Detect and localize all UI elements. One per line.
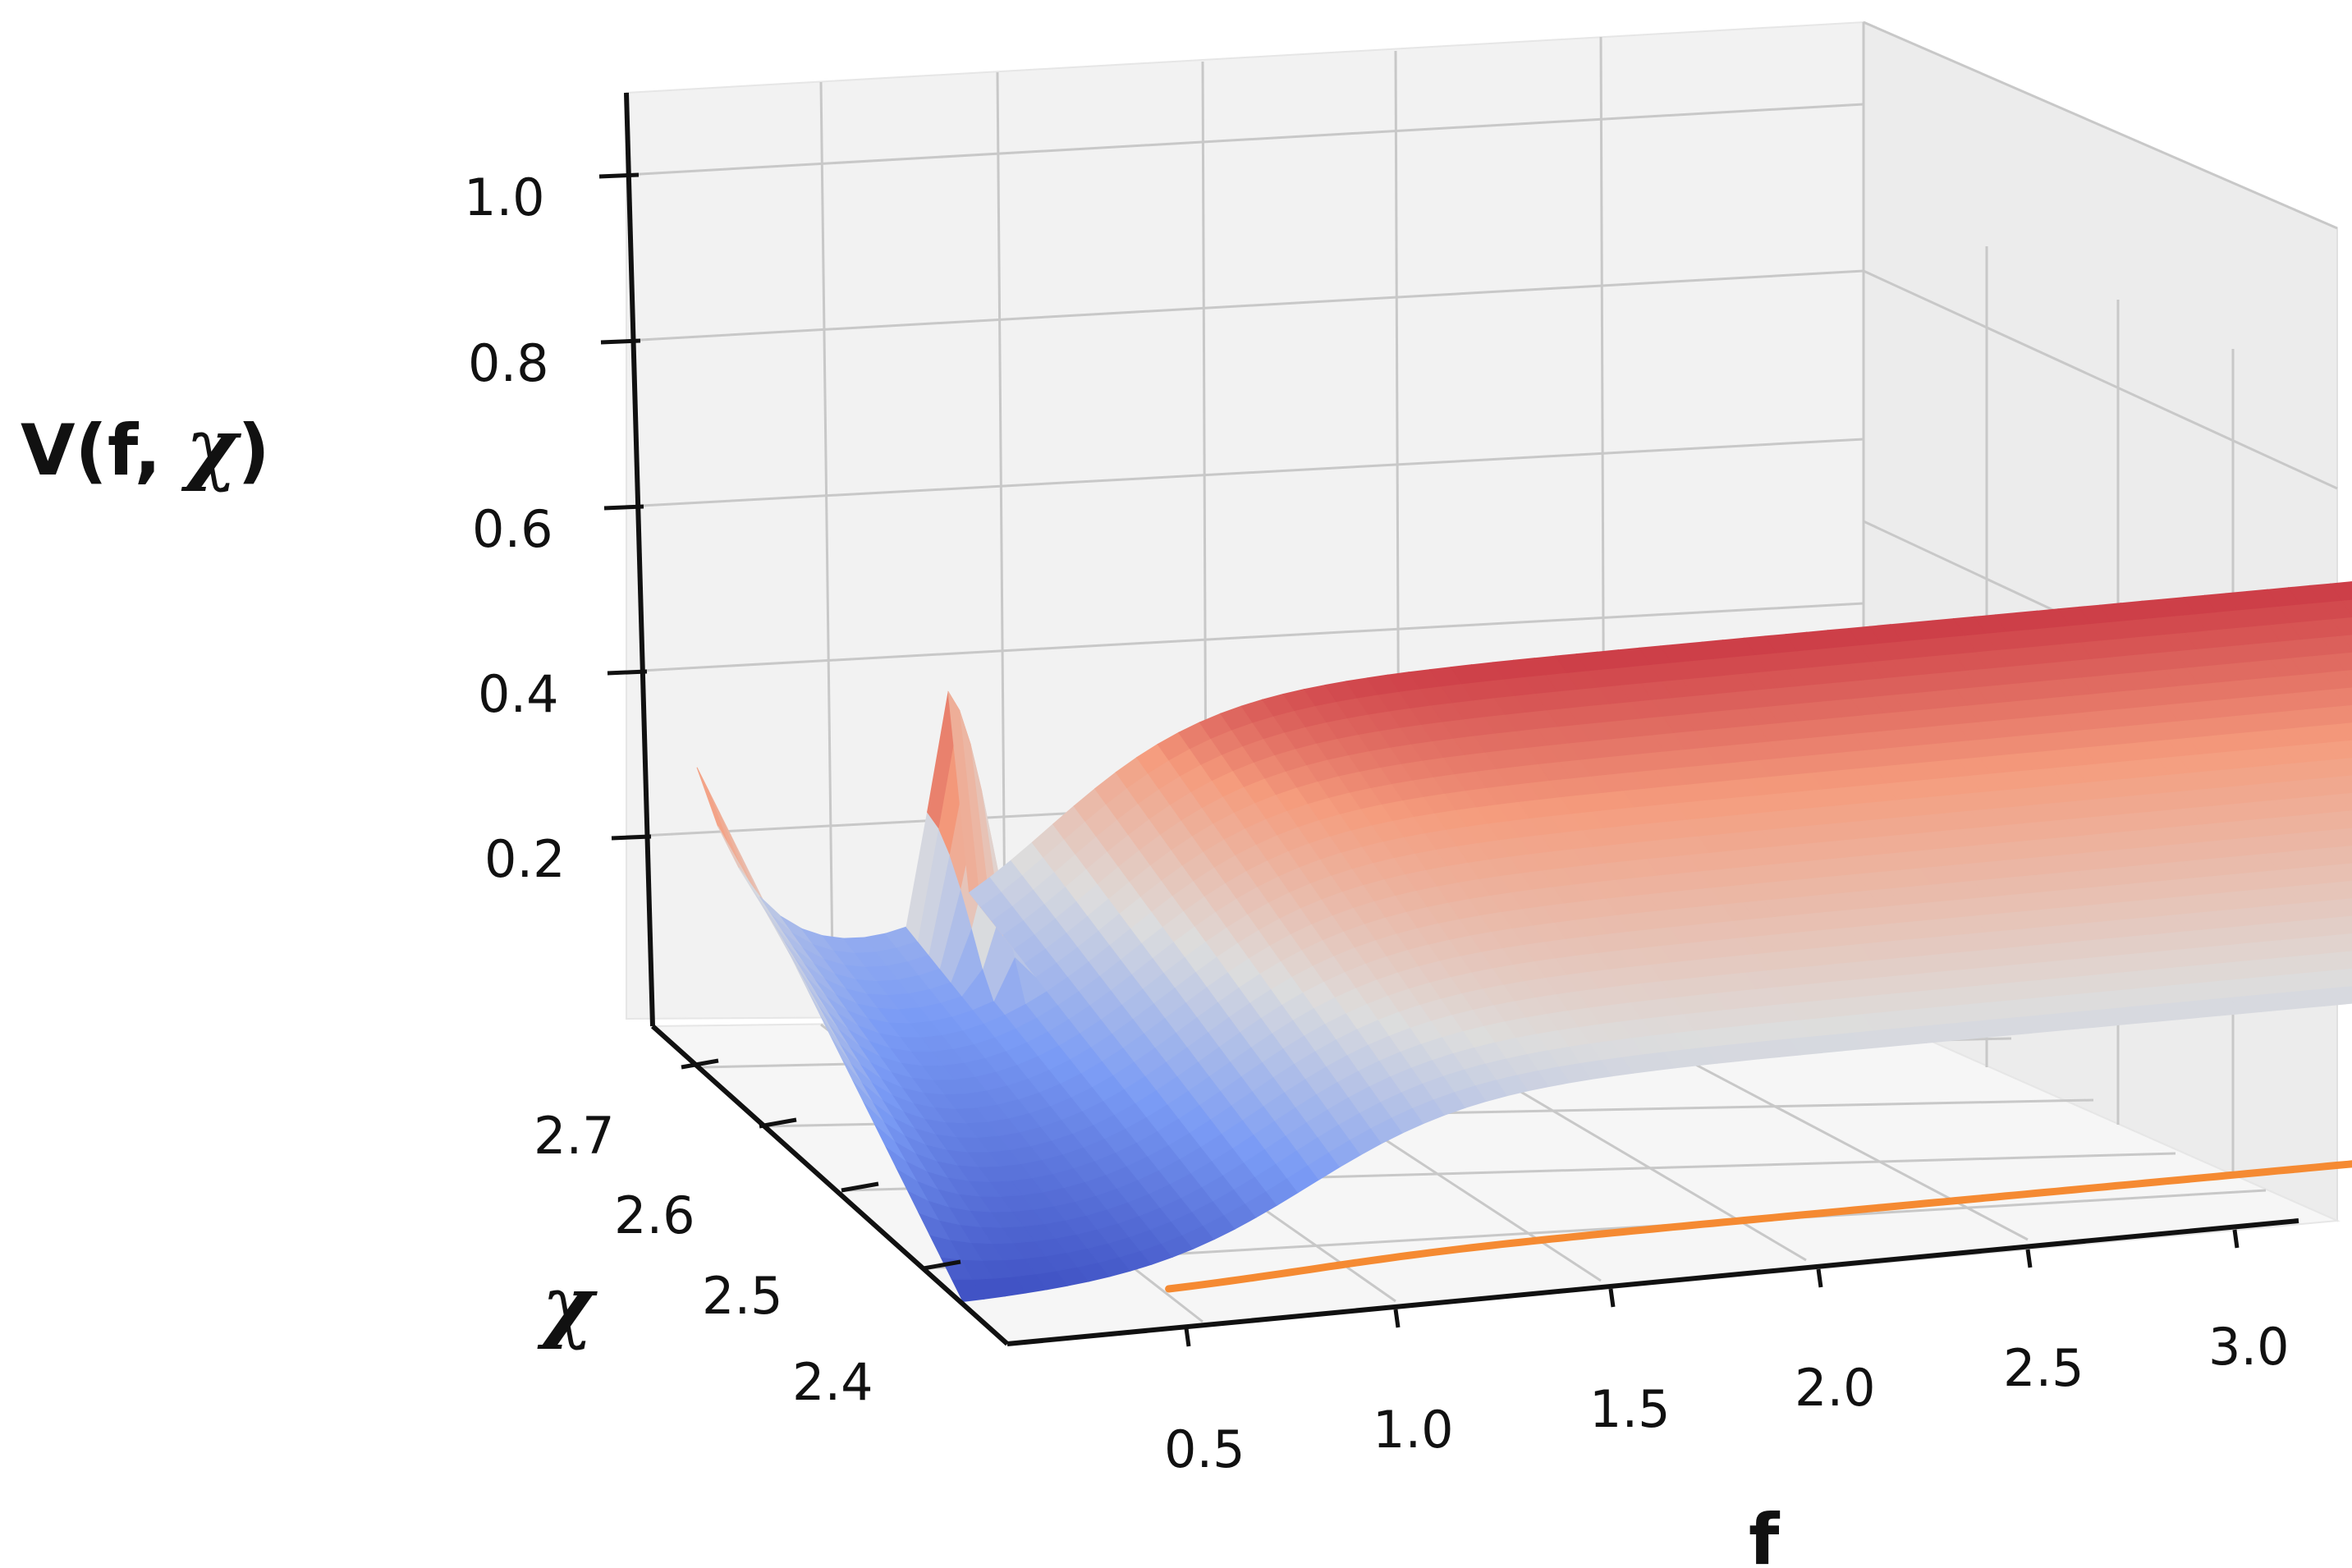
tick-mark — [1184, 1327, 1191, 1347]
tick-mark — [1816, 1268, 1823, 1288]
x-tick-label: 1.0 — [1373, 1400, 1454, 1460]
x-tick-label: 1.5 — [1589, 1379, 1671, 1439]
y-axis-title: χ — [537, 1259, 598, 1351]
surface-facet — [2330, 581, 2352, 601]
tick-mark — [759, 1117, 797, 1129]
z-tick-label: 0.6 — [472, 499, 553, 559]
x-axis-title: f — [1749, 1499, 1781, 1568]
grid-line — [626, 269, 1864, 342]
grid-line — [626, 438, 1864, 508]
y-tick-label: 2.7 — [534, 1106, 615, 1166]
axis-line — [650, 1024, 1010, 1346]
y-tick-label: 2.4 — [792, 1352, 873, 1412]
tick-mark — [600, 338, 641, 345]
surface-facet — [2349, 845, 2352, 849]
y-tick-label: 2.6 — [614, 1185, 695, 1245]
tick-mark — [611, 834, 652, 841]
tick-mark — [1393, 1309, 1401, 1328]
z-axis-title-chi: χ — [181, 401, 241, 493]
z-axis-title-prefix: V(f, — [21, 410, 186, 492]
grid-line — [1863, 269, 2338, 490]
grid-line — [819, 81, 835, 1025]
z-tick-labels: 1.0 0.8 0.6 0.4 0.2 — [464, 167, 566, 889]
tick-mark — [598, 172, 640, 179]
z-tick-label: 0.2 — [484, 829, 566, 889]
x-tick-label: 2.5 — [2003, 1338, 2084, 1398]
surface-facet — [2343, 967, 2352, 982]
tick-mark — [2025, 1249, 2033, 1268]
surface-facet — [2341, 897, 2352, 915]
tick-mark — [681, 1058, 719, 1070]
grid-line — [1863, 21, 2338, 230]
z-axis-title-suffix: ) — [237, 410, 269, 492]
surface-facet — [2344, 704, 2352, 717]
x-tick-label: 2.0 — [1795, 1358, 1876, 1418]
surface-facet — [2341, 598, 2352, 617]
z-axis-title: V(f, χ) — [21, 401, 270, 493]
surface-facet — [2343, 669, 2352, 683]
tick-mark — [2232, 1229, 2240, 1249]
z-tick-label: 0.4 — [478, 664, 559, 724]
grid-line — [626, 103, 1864, 177]
x-tick-label: 0.5 — [1164, 1419, 1245, 1479]
x-tick-labels: 0.5 1.0 1.5 2.0 2.5 3.0 — [1164, 1317, 2290, 1479]
axis-line — [624, 92, 655, 1027]
orange-curve — [1165, 1160, 2352, 1293]
surface-facet — [2346, 774, 2352, 783]
tick-mark — [841, 1181, 879, 1193]
surface-mesh — [696, 581, 2352, 1303]
surface-facet — [2348, 809, 2352, 816]
z-tick-label: 1.0 — [464, 167, 545, 227]
grid-line — [996, 71, 1007, 1024]
tick-mark — [1608, 1288, 1616, 1308]
surface-facet — [2341, 634, 2352, 650]
surface-facet — [2338, 827, 2352, 846]
x-tick-label: 3.0 — [2208, 1317, 2290, 1377]
surface-facet — [2339, 862, 2352, 881]
tick-mark — [923, 1259, 961, 1271]
tick-mark — [607, 669, 648, 676]
axis-line — [1006, 1218, 2299, 1346]
surface-facet — [2345, 739, 2352, 750]
grid-line — [626, 602, 1864, 673]
y-tick-label: 2.5 — [702, 1266, 783, 1326]
tick-mark — [603, 504, 644, 511]
surface-facet — [2341, 933, 2352, 949]
axis-lines — [598, 92, 2299, 1347]
z-tick-label: 0.8 — [468, 333, 549, 393]
y-tick-labels: 2.7 2.6 2.5 2.4 — [534, 1106, 873, 1412]
